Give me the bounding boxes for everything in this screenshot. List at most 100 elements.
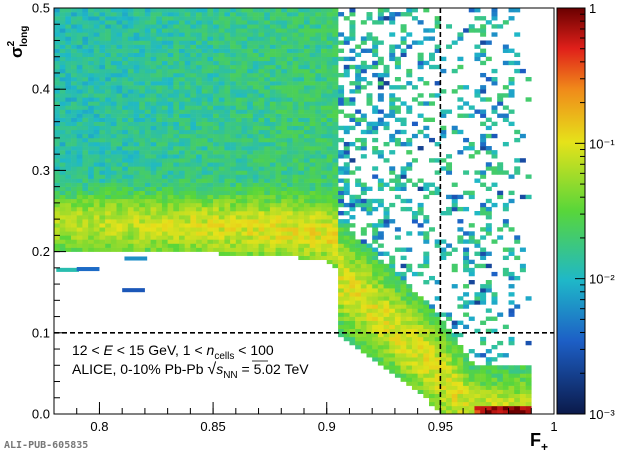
heatmap-cell — [321, 178, 328, 183]
heatmap-cell — [54, 190, 60, 196]
heatmap-cell — [480, 300, 487, 305]
heatmap-cell — [349, 284, 356, 289]
heatmap-cell — [389, 267, 396, 273]
heatmap-cell — [349, 328, 356, 334]
heatmap-cell — [71, 48, 78, 53]
heatmap-cell — [127, 247, 134, 252]
heatmap-cell — [389, 284, 396, 289]
heatmap-cell — [514, 60, 521, 66]
heatmap-cell — [326, 211, 333, 216]
heatmap-cell — [224, 121, 231, 127]
heatmap-cell — [218, 243, 225, 248]
heatmap-cell — [491, 32, 498, 37]
heatmap-cell — [122, 150, 129, 155]
heatmap-cell — [241, 227, 248, 232]
heatmap-cell — [360, 146, 367, 151]
heatmap-cell — [400, 101, 407, 106]
heatmap-cell — [122, 109, 129, 114]
heatmap-cell — [247, 137, 254, 143]
heatmap-cell — [65, 211, 72, 216]
heatmap-cell — [54, 235, 60, 240]
heatmap-cell — [133, 247, 140, 252]
heatmap-cell — [76, 202, 83, 208]
heatmap-cell — [366, 12, 373, 17]
heatmap-cell — [161, 8, 168, 13]
heatmap-cell — [218, 101, 225, 106]
heatmap-cell — [150, 101, 157, 106]
z-tick-label: 10⁻³ — [589, 407, 615, 422]
heatmap-cell — [88, 117, 95, 122]
heatmap-cell — [264, 117, 271, 122]
heatmap-cell — [88, 60, 95, 66]
heatmap-cell — [122, 243, 129, 248]
heatmap-cell — [144, 56, 151, 62]
heatmap-cell — [321, 28, 328, 33]
heatmap-cell — [468, 385, 475, 390]
heatmap-cell — [139, 211, 146, 216]
heatmap-cell — [389, 170, 396, 175]
heatmap-cell — [122, 89, 129, 94]
heatmap-cell — [82, 133, 89, 139]
heatmap-cell — [167, 52, 174, 58]
heatmap-cell — [292, 64, 299, 70]
heatmap-cell — [366, 349, 373, 354]
heatmap-cell — [360, 271, 367, 277]
heatmap-cell — [230, 211, 237, 216]
heatmap-cell — [196, 194, 203, 200]
heatmap-cell — [116, 40, 123, 45]
heatmap-cell — [161, 219, 168, 224]
heatmap-cell — [281, 52, 288, 58]
heatmap-cell — [434, 320, 441, 325]
heatmap-cell — [99, 56, 106, 62]
heatmap-cell — [269, 223, 276, 228]
heatmap-cell — [71, 186, 78, 191]
heatmap-cell — [281, 211, 288, 216]
heatmap-cell — [491, 300, 498, 305]
heatmap-cell — [451, 344, 458, 350]
heatmap-cell — [292, 150, 299, 155]
heatmap-cell — [389, 150, 396, 155]
heatmap-cell — [99, 215, 106, 220]
heatmap-cell — [88, 89, 95, 94]
heatmap-cell — [309, 141, 316, 147]
heatmap-cell — [372, 235, 379, 240]
heatmap-cell — [139, 150, 146, 155]
heatmap-cell — [292, 202, 299, 208]
heatmap-cell — [247, 101, 254, 106]
heatmap-cell — [400, 377, 407, 382]
heatmap-cell — [389, 312, 396, 317]
heatmap-cell — [434, 20, 441, 25]
heatmap-cell — [355, 121, 362, 127]
heatmap-cell — [218, 117, 225, 122]
heatmap-cell — [252, 77, 259, 82]
heatmap-cell — [491, 109, 498, 114]
heatmap-cell — [218, 97, 225, 102]
heatmap-cell — [190, 194, 197, 200]
heatmap-cell — [54, 182, 60, 187]
heatmap-cell — [315, 97, 322, 102]
heatmap-cell — [360, 251, 367, 256]
heatmap-cell — [389, 101, 396, 106]
heatmap-cell — [224, 81, 231, 86]
heatmap-cell — [400, 271, 407, 277]
heatmap-cell — [383, 16, 390, 21]
heatmap-cell — [122, 158, 129, 163]
heatmap-cell — [224, 109, 231, 114]
heatmap-cell — [218, 28, 225, 33]
heatmap-cell — [292, 198, 299, 204]
heatmap-cell — [446, 194, 453, 200]
heatmap-cell — [309, 16, 316, 21]
heatmap-cell — [468, 154, 475, 159]
heatmap-cell — [235, 174, 242, 179]
heatmap-cell — [304, 166, 310, 171]
heatmap-cell — [252, 239, 259, 244]
heatmap-cell — [417, 332, 424, 338]
heatmap-cell — [207, 243, 214, 248]
heatmap-cell — [360, 255, 367, 261]
heatmap-cell — [179, 93, 185, 98]
heatmap-cell — [144, 20, 151, 25]
heatmap-cell — [434, 280, 441, 285]
heatmap-cell — [457, 113, 464, 118]
heatmap-cell — [400, 170, 407, 175]
heatmap-cell — [139, 227, 146, 232]
